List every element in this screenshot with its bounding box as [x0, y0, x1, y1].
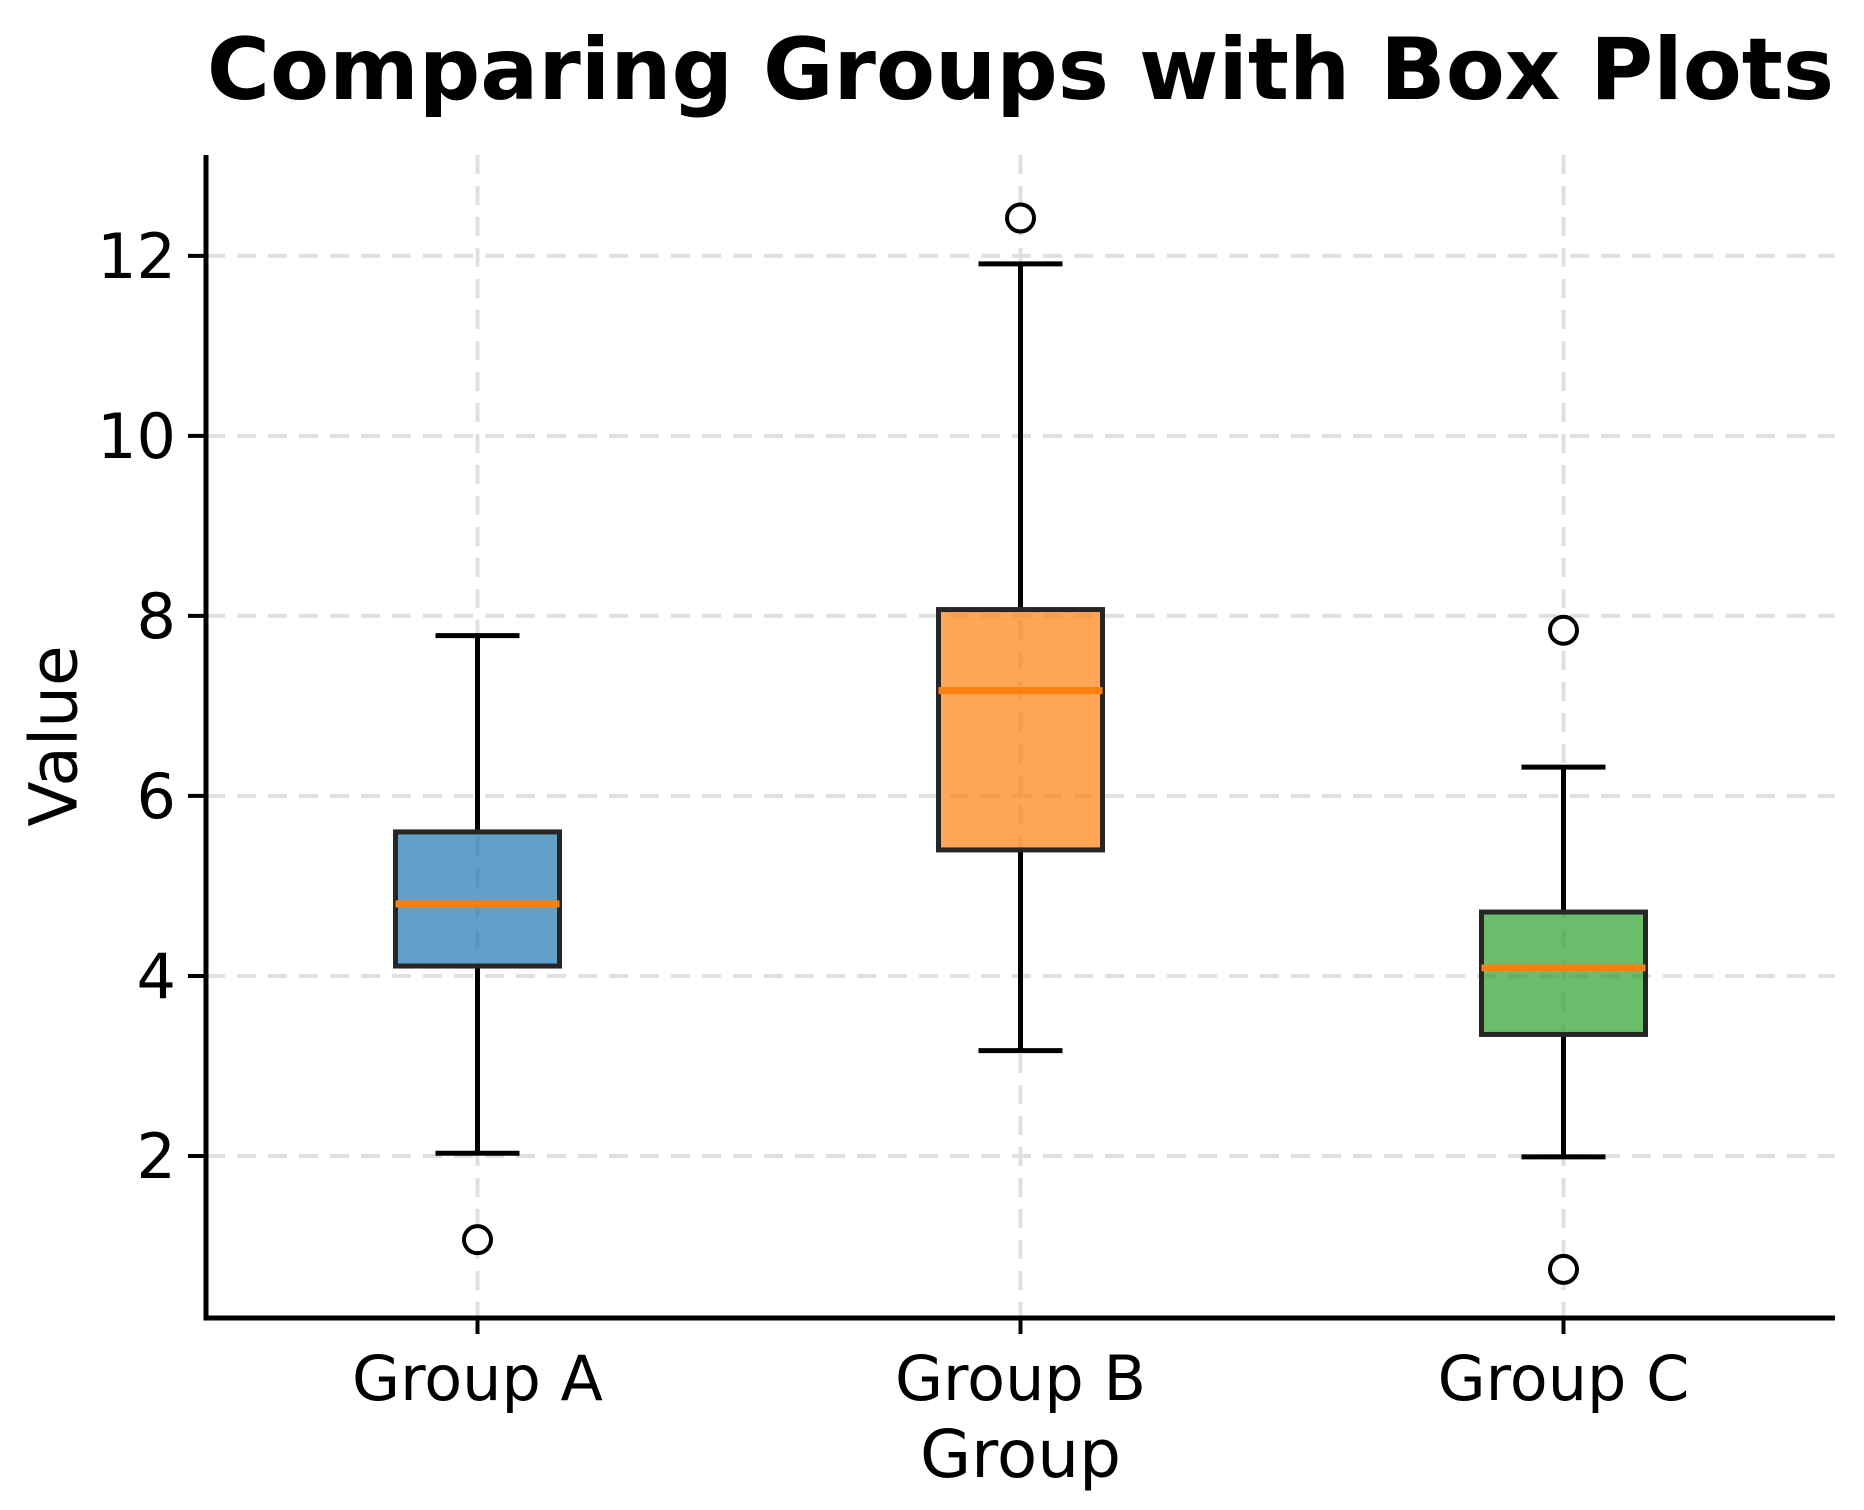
- outlier-marker: [1548, 1253, 1579, 1285]
- box-group-b: [936, 607, 1105, 853]
- y-axis-label: Value: [15, 645, 93, 827]
- y-tick-label: 12: [97, 220, 176, 293]
- y-tick-label: 2: [137, 1120, 176, 1193]
- outlier-marker: [1548, 614, 1579, 646]
- outlier-marker: [1005, 202, 1036, 234]
- y-tick-label: 10: [97, 400, 176, 473]
- chart-title: Comparing Groups with Box Plots: [206, 20, 1835, 120]
- x-tick-label: Group C: [1438, 1342, 1690, 1415]
- x-tick-label: Group A: [352, 1342, 603, 1415]
- box-group-a: [393, 829, 562, 969]
- outlier-marker: [462, 1224, 493, 1256]
- x-axis-label: Group: [920, 1416, 1121, 1493]
- x-tick-label: Group B: [895, 1342, 1146, 1415]
- y-tick-label: 6: [137, 760, 176, 833]
- box-group-c: [1479, 909, 1648, 1037]
- y-tick-label: 4: [137, 940, 176, 1013]
- y-tick-label: 8: [137, 580, 176, 653]
